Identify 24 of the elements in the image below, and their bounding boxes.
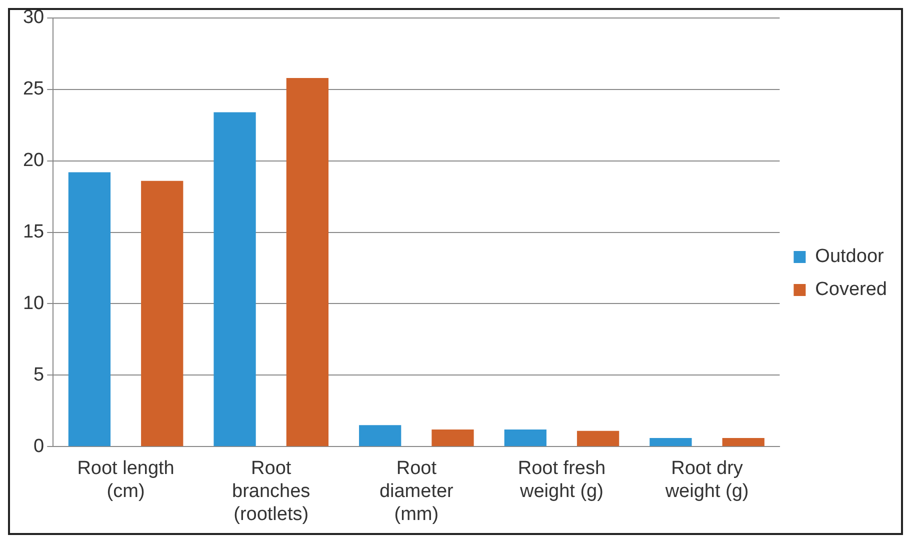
y-tick-label: 10 <box>22 292 44 314</box>
y-tick-label: 0 <box>34 436 44 457</box>
bar <box>504 429 546 446</box>
legend-label: Covered <box>815 279 888 300</box>
x-tick-label: Root branches (rootlets) <box>232 458 310 525</box>
y-tick-label: 30 <box>22 7 44 28</box>
bar <box>576 430 620 446</box>
bar <box>68 172 111 446</box>
y-tick-label: 25 <box>22 78 44 100</box>
y-tick-label: 20 <box>22 150 44 172</box>
bar <box>141 180 184 446</box>
y-tick-label: 15 <box>22 222 44 243</box>
bar <box>722 438 764 446</box>
legend-label: Outdoor <box>815 246 885 268</box>
bar <box>359 425 402 446</box>
y-tick-label: 5 <box>34 364 44 386</box>
bar <box>650 438 692 446</box>
bar <box>432 429 474 446</box>
x-tick-label: Root dry weight (g) <box>664 458 749 502</box>
x-tick-label: Root fresh weight (g) <box>518 458 606 502</box>
bar <box>286 78 328 446</box>
bar <box>214 112 256 446</box>
x-tick-label: Root length (cm) <box>77 458 174 502</box>
x-tick-label: Root diameter (mm) <box>379 458 454 525</box>
